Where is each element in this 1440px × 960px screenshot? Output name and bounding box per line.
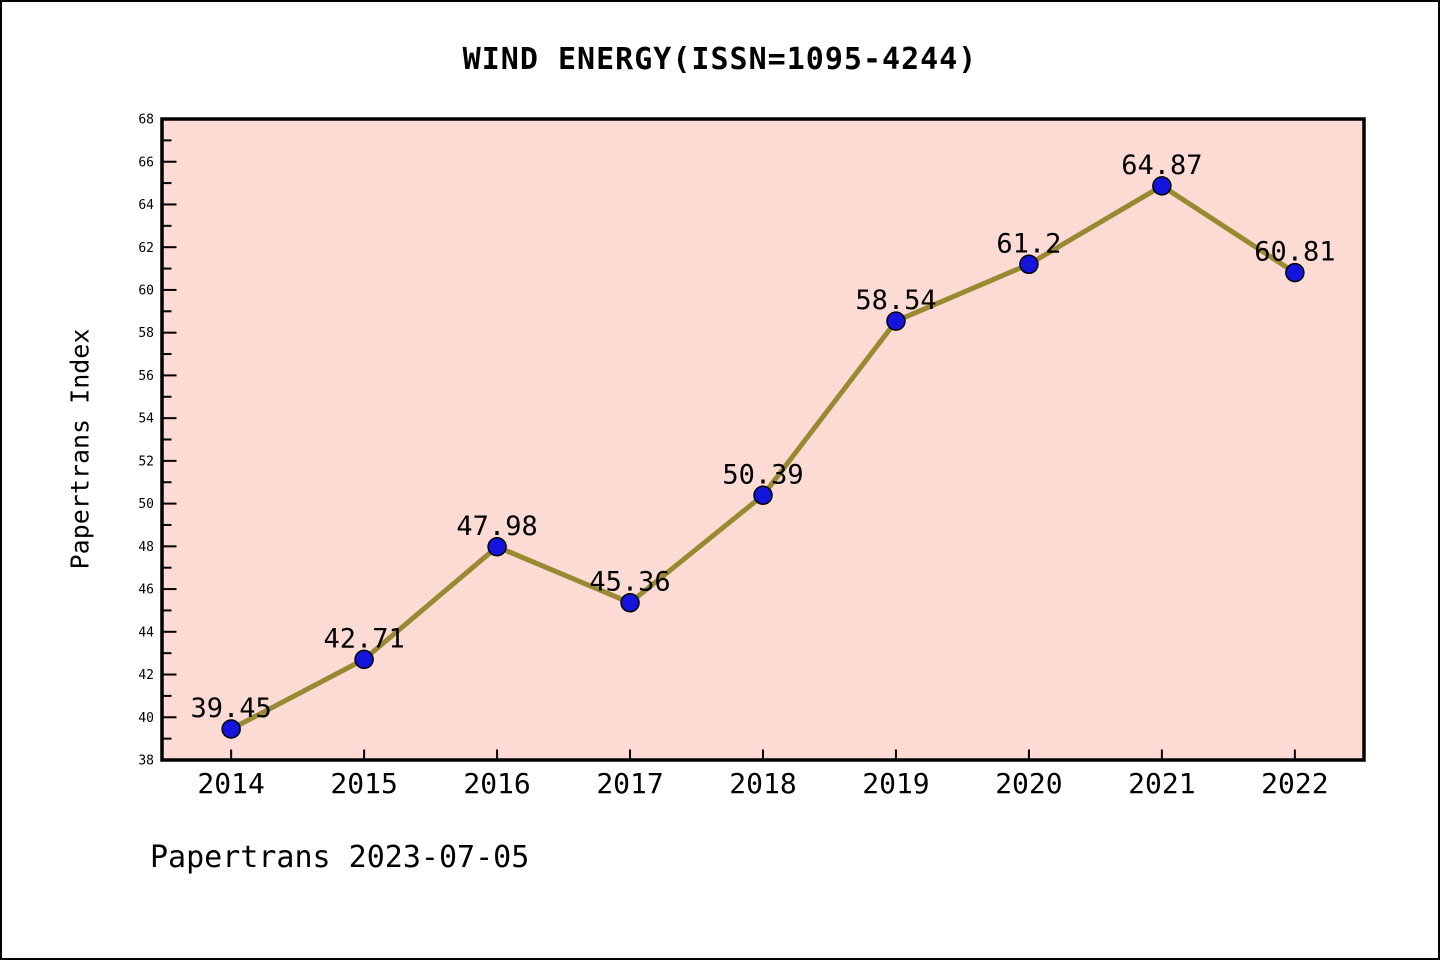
data-point [886,311,906,331]
point-value-label: 47.98 [456,511,537,542]
x-tick-label: 2022 [1261,767,1328,800]
y-tick-label: 60 [138,283,154,298]
y-tick-label: 52 [138,454,154,469]
y-tick-label: 50 [138,497,154,512]
y-tick-label: 40 [138,711,154,726]
point-value-label: 60.81 [1254,237,1335,268]
data-point [1019,254,1039,275]
y-tick-label: 64 [138,198,154,213]
plot-background [162,119,1364,760]
point-value-label: 50.39 [722,459,803,490]
point-value-label: 39.45 [191,693,272,724]
y-tick-label: 38 [138,754,154,769]
data-point [620,592,640,613]
data-point [753,485,773,506]
y-tick-label: 54 [138,412,154,427]
y-tick-label: 42 [138,668,154,683]
y-tick-label: 56 [138,369,154,384]
x-tick-label: 2015 [330,767,397,800]
point-value-label: 64.87 [1121,150,1202,181]
x-tick-label: 2016 [463,767,530,800]
plot-frame [160,117,1366,762]
x-tick-label: 2021 [1128,767,1195,800]
data-point [221,719,241,739]
data-point [1152,176,1172,196]
y-tick-label: 48 [138,540,154,555]
y-tick-label: 44 [138,625,154,640]
x-tick-label: 2017 [596,767,663,800]
footer-watermark: Papertrans 2023-07-05 [150,840,530,875]
x-tick-label: 2014 [197,767,264,800]
y-tick-label: 68 [138,113,154,128]
x-tick-label: 2018 [729,767,796,800]
chart-title: WIND ENERGY(ISSN=1095-4244) [462,42,978,77]
point-value-label: 45.36 [589,567,670,598]
x-tick-label: 2019 [862,767,929,800]
x-tick-label: 2020 [995,767,1062,800]
point-value-label: 61.2 [996,228,1061,259]
point-value-label: 42.71 [323,623,404,654]
data-point [354,649,374,670]
data-point [487,537,507,557]
y-tick-label: 62 [138,241,154,256]
y-tick-label: 66 [138,155,154,170]
data-point [1285,262,1305,283]
point-value-label: 58.54 [855,285,936,316]
y-tick-label: 58 [138,326,154,341]
y-tick-label: 46 [138,583,154,598]
